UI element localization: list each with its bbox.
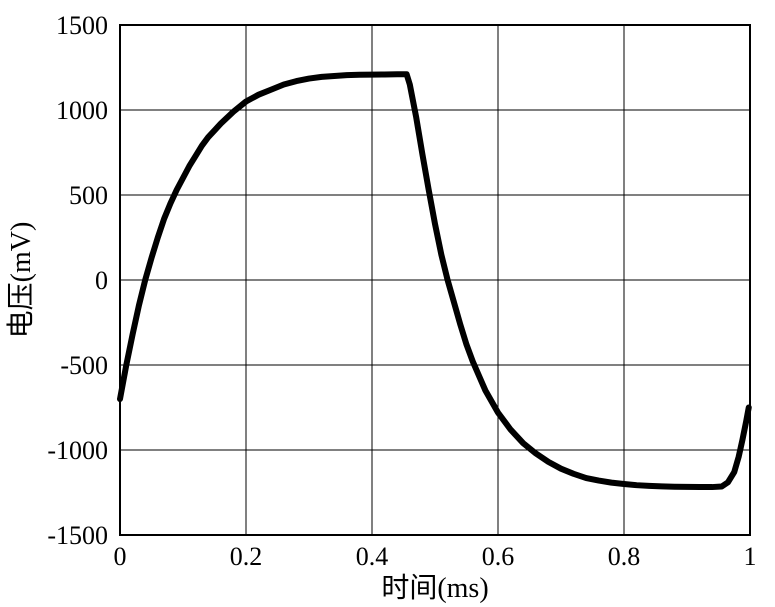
y-tick-label: 500: [69, 181, 108, 210]
x-tick-label: 0.8: [608, 542, 641, 571]
y-tick-label: 1500: [56, 11, 108, 40]
y-tick-label: -500: [60, 351, 108, 380]
x-axis-label: 时间(ms): [381, 572, 488, 604]
x-tick-label: 1: [744, 542, 757, 571]
y-tick-label: -1000: [47, 436, 108, 465]
y-tick-label: 1000: [56, 96, 108, 125]
voltage-chart: 0 0.2 0.4 0.6 0.8 1 -1500 -1000 -500 0 500 1000 1500…: [0, 0, 775, 607]
x-tick-label: 0.2: [230, 542, 263, 571]
x-tick-label: 0.4: [356, 542, 389, 571]
x-tick-label: 0: [114, 542, 127, 571]
x-tick-label: 0.6: [482, 542, 515, 571]
y-tick-label: 0: [95, 266, 108, 295]
y-axis-label: 电压(mV): [5, 222, 37, 339]
y-tick-label: -1500: [47, 521, 108, 550]
chart-svg: 0 0.2 0.4 0.6 0.8 1 -1500 -1000 -500 0 500 1000 1500…: [0, 0, 775, 607]
